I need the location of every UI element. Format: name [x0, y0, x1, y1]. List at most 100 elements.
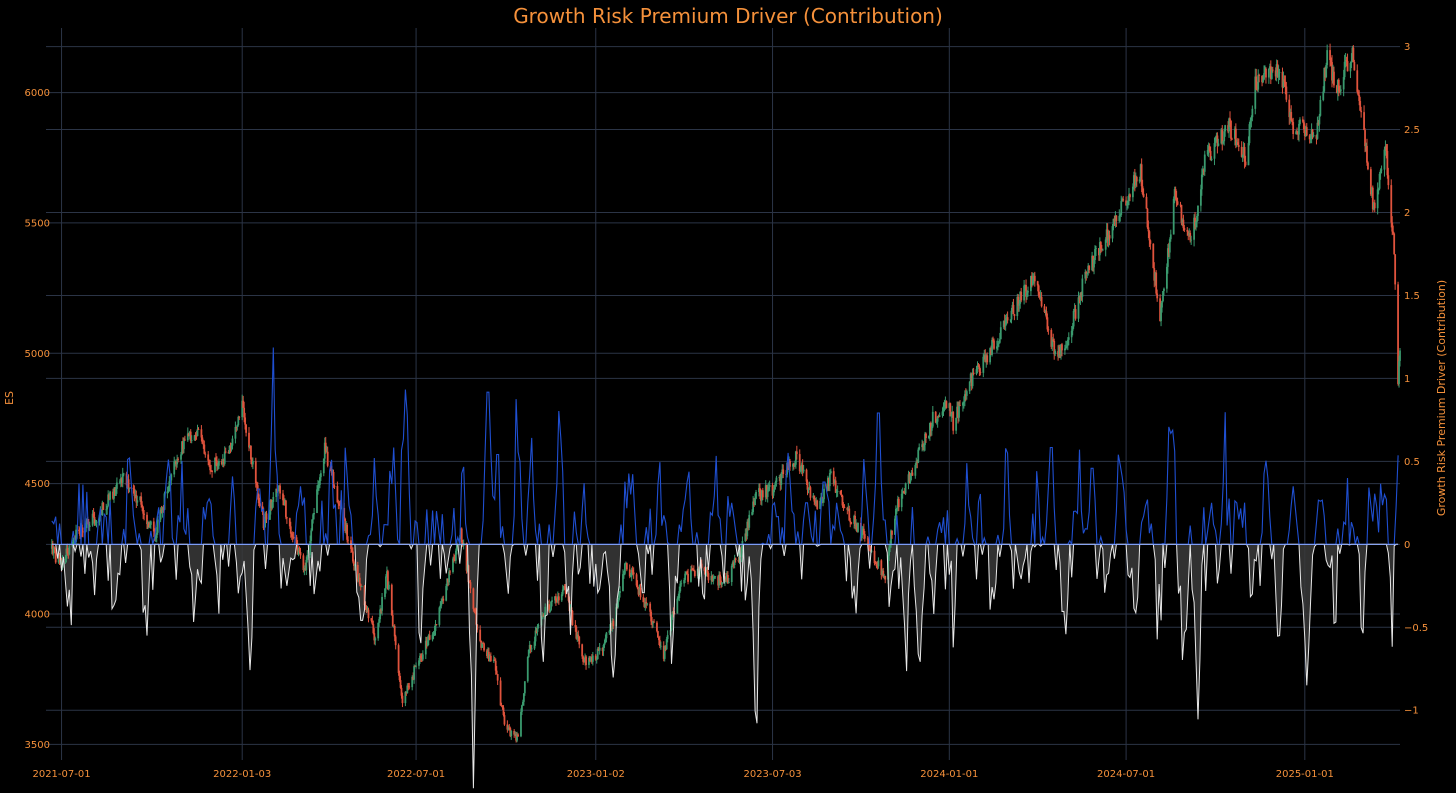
candle-down-body — [759, 493, 762, 501]
candle-down-body — [911, 472, 914, 476]
candle-up-body — [221, 459, 224, 465]
candle-down-body — [590, 657, 593, 662]
candle-up-body — [1024, 284, 1026, 286]
x-tick-label: 2024-07-01 — [1097, 769, 1155, 780]
candle-up-body — [907, 474, 910, 484]
candle-up-body — [1377, 188, 1380, 190]
candle-up-body — [576, 634, 579, 639]
left-tick-label: 3500 — [25, 740, 50, 751]
candle-down-body — [1390, 185, 1393, 223]
candle-up-body — [183, 439, 185, 450]
candle-up-body — [1223, 131, 1226, 142]
candle-down-body — [1059, 346, 1061, 355]
candle-down-body — [412, 676, 415, 680]
candle-down-body — [211, 470, 213, 472]
candle-down-body — [453, 558, 455, 560]
candle-up-body — [1270, 69, 1273, 79]
candle-down-body — [984, 355, 987, 362]
candle-up-body — [596, 648, 599, 660]
candle-down-body — [283, 500, 285, 506]
candle-down-body — [1180, 204, 1183, 223]
candle-up-body — [1161, 301, 1163, 308]
candle-down-body — [370, 618, 373, 621]
candle-up-body — [604, 638, 607, 643]
candle-down-body — [1373, 202, 1376, 209]
candle-down-body — [1244, 161, 1247, 166]
candle-down-body — [1174, 189, 1177, 198]
candle-up-body — [1169, 234, 1172, 240]
candle-up-body — [659, 645, 662, 647]
candle-up-body — [910, 472, 913, 475]
candle-up-body — [944, 401, 947, 405]
candle-up-body — [1342, 77, 1345, 90]
candle-up-body — [1336, 79, 1339, 93]
candle-down-body — [637, 588, 640, 595]
candle-down-body — [737, 559, 740, 562]
candle-down-body — [499, 680, 502, 706]
candle-down-body — [902, 491, 905, 493]
candle-up-body — [264, 513, 267, 523]
candle-up-body — [666, 635, 669, 640]
x-tick-label: 2022-07-01 — [387, 769, 445, 780]
candle-up-body — [1181, 219, 1184, 223]
candle-up-body — [792, 464, 794, 467]
candle-down-body — [175, 460, 178, 465]
candle-up-body — [731, 562, 734, 566]
candle-down-body — [291, 536, 294, 538]
candle-down-body — [1189, 232, 1192, 241]
candle-down-body — [843, 506, 846, 508]
candle-up-body — [1323, 67, 1326, 92]
candle-up-body — [1023, 285, 1026, 301]
candle-down-body — [483, 643, 485, 651]
candle-down-body — [506, 724, 509, 730]
candle-up-body — [418, 660, 420, 666]
candle-up-body — [91, 513, 94, 526]
candle-down-body — [248, 432, 250, 448]
candle-up-body — [275, 488, 278, 497]
candle-down-body — [1274, 70, 1277, 77]
candle-down-body — [162, 507, 165, 510]
candle-down-body — [535, 630, 538, 632]
candle-up-body — [781, 469, 784, 474]
candle-up-body — [1349, 63, 1352, 72]
candle-down-body — [1338, 91, 1341, 92]
candle-up-body — [1051, 339, 1054, 347]
candle-up-body — [670, 617, 673, 631]
candle-down-body — [761, 490, 764, 498]
candle-up-body — [646, 603, 649, 605]
candle-down-body — [929, 423, 932, 431]
candle-down-body — [336, 486, 339, 503]
candle-up-body — [487, 651, 489, 657]
candle-up-body — [1289, 112, 1292, 118]
candle-up-body — [234, 427, 237, 439]
candle-up-body — [305, 559, 308, 571]
candle-down-body — [182, 441, 184, 450]
candle-down-body — [1337, 79, 1340, 92]
candle-down-body — [1393, 233, 1396, 255]
left-axis-title: ES — [3, 391, 16, 405]
candle-up-body — [780, 473, 783, 485]
candle-down-body — [589, 657, 591, 662]
candle-up-body — [214, 457, 216, 472]
candle-up-body — [950, 414, 953, 417]
candle-up-body — [1193, 217, 1195, 240]
candle-up-body — [272, 496, 275, 502]
candle-down-body — [1258, 75, 1261, 77]
candle-up-body — [161, 507, 164, 513]
candle-up-body — [50, 544, 53, 549]
candle-up-body — [896, 498, 899, 509]
candle-up-body — [439, 605, 442, 608]
candle-up-body — [217, 465, 219, 467]
candle-up-body — [1277, 72, 1280, 78]
candle-up-body — [413, 666, 416, 680]
candle-up-body — [591, 655, 594, 662]
candle-down-body — [292, 537, 295, 538]
candle-down-body — [152, 521, 155, 532]
candle-up-body — [569, 607, 572, 612]
candle-down-body — [1317, 122, 1320, 125]
candle-down-body — [216, 460, 218, 467]
candle-down-body — [1155, 272, 1158, 294]
candle-down-body — [1269, 66, 1272, 79]
candle-up-body — [1030, 275, 1032, 292]
